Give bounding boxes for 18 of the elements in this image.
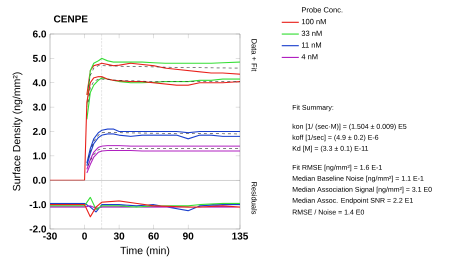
- y-tick-label: 2.0: [32, 128, 46, 136]
- y-axis-title: Surface Density (ng/mm²): [12, 72, 22, 191]
- x-tick-label: 0: [82, 232, 87, 240]
- y-tick-label: 5.0: [32, 54, 46, 62]
- y-tick-label: 6.0: [32, 30, 46, 38]
- x-axis-title: Time (min): [120, 246, 170, 256]
- y-tick-label: 0.0: [32, 176, 46, 184]
- x-tick-label: 135: [232, 232, 248, 240]
- x-tick-label: 90: [182, 232, 194, 240]
- y-tick-label: -2.0: [30, 225, 46, 233]
- x-tick-label: -30: [43, 232, 57, 240]
- y-tick-label: -1.0: [30, 201, 46, 208]
- x-tick-label: 30: [114, 232, 124, 240]
- x-tick-label: 60: [148, 232, 159, 240]
- y-tick-label: 4.0: [32, 79, 46, 86]
- chart-title: CENPE: [54, 15, 88, 22]
- y-tick-label: 1.0: [33, 152, 46, 160]
- y-tick-label: 3.0: [32, 104, 46, 111]
